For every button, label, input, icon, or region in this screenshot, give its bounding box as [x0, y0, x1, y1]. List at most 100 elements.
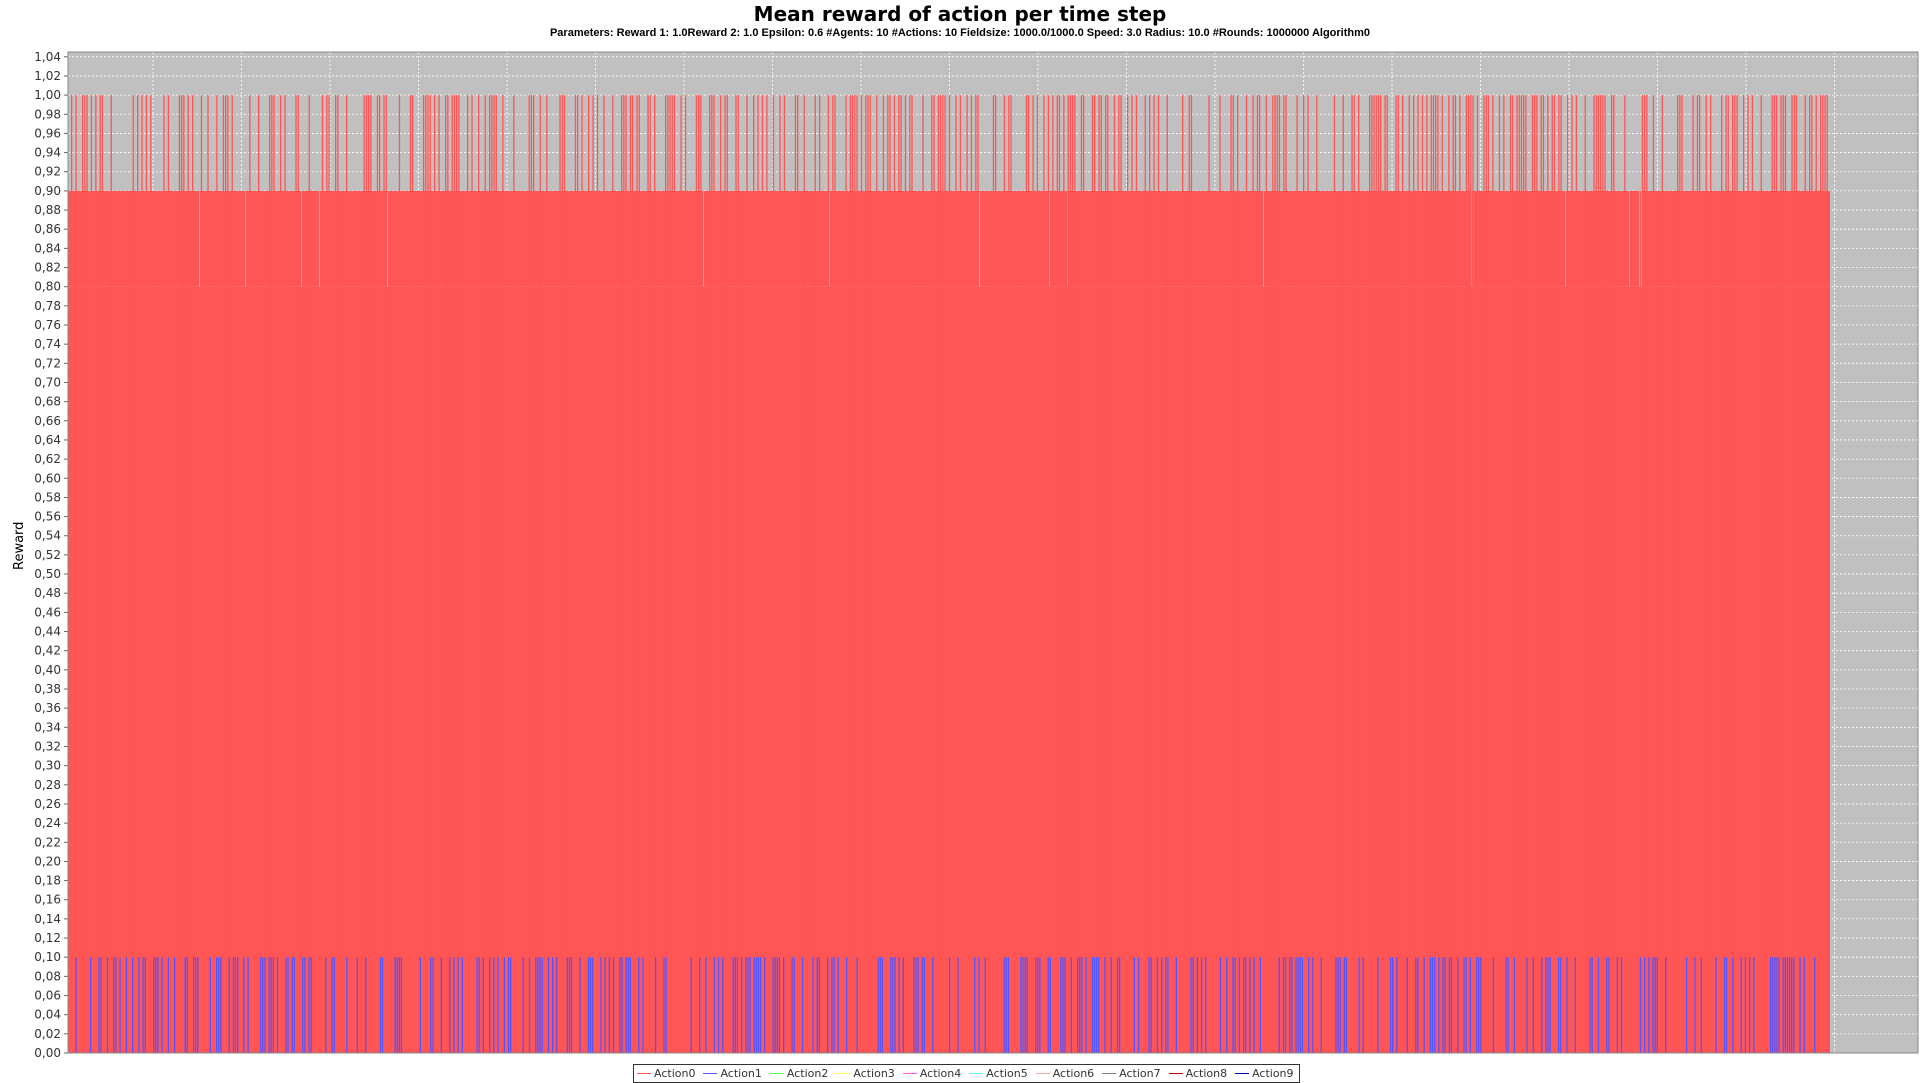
action1-bar — [1312, 957, 1314, 1053]
y-tick-label: 0,66 — [34, 414, 61, 428]
action0-bar — [82, 95, 84, 1053]
action0-bar — [1127, 95, 1129, 1053]
action0-bar — [471, 95, 473, 1053]
action0-bar — [667, 95, 669, 1053]
action0-bar — [1762, 957, 1765, 1053]
action1-bar — [1715, 957, 1717, 1053]
action0-bar — [632, 95, 634, 1053]
action0-bar — [1278, 95, 1281, 1053]
action0-bar — [1188, 95, 1190, 1053]
action0-bar — [1487, 95, 1490, 1053]
action0-bar — [1198, 957, 1201, 1053]
action0-bar — [803, 95, 805, 1053]
action1-bar — [1392, 957, 1394, 1053]
action0-bar — [1584, 95, 1586, 1053]
action0-bar — [834, 95, 836, 1053]
action0-gap — [319, 190, 320, 287]
action1-bar — [453, 957, 455, 1053]
y-tick-label: 1,04 — [34, 50, 61, 64]
action1-bar — [1156, 957, 1159, 1053]
action0-bar — [1254, 957, 1257, 1053]
action1-bar — [1591, 957, 1593, 1053]
action0-bar — [1373, 95, 1375, 1053]
action1-bar — [1345, 957, 1348, 1053]
y-tick-label: 0,10 — [34, 950, 61, 964]
action1-bar — [232, 957, 235, 1053]
action1-bar — [489, 957, 491, 1053]
action0-bar — [625, 95, 627, 1053]
action1-bar — [1417, 957, 1419, 1053]
action1-bar — [921, 957, 923, 1053]
action0-bar — [1509, 95, 1512, 1053]
action0-bar — [698, 95, 700, 1053]
action0-bar — [525, 957, 527, 1053]
action1-bar — [1648, 957, 1650, 1053]
action0-bar — [1575, 95, 1578, 1053]
y-tick-label: 0,98 — [34, 107, 61, 121]
action1-bar — [260, 957, 262, 1053]
action1-bar — [1547, 957, 1549, 1053]
action1-bar — [522, 957, 524, 1053]
action1-bar — [984, 957, 986, 1053]
action0-bar — [1602, 95, 1604, 1053]
action0-bar — [647, 95, 649, 1053]
action1-bar — [948, 957, 951, 1053]
y-tick-label: 0,70 — [34, 375, 61, 389]
action0-bar — [225, 95, 227, 1053]
action0-bar — [1525, 957, 1527, 1053]
action0-bar — [1248, 957, 1250, 1053]
action0-bar — [546, 95, 548, 1053]
y-tick-label: 0,76 — [34, 318, 61, 332]
action0-bar — [365, 95, 368, 1053]
action1-bar — [1639, 957, 1642, 1053]
action0-bar — [1600, 95, 1602, 1053]
action1-bar — [1190, 957, 1192, 1053]
action0-bar — [227, 95, 229, 1053]
y-tick-label: 0,20 — [34, 854, 61, 868]
action0-bar — [733, 957, 735, 1053]
legend-swatch — [1168, 1073, 1183, 1074]
action1-bar — [755, 957, 757, 1053]
action1-bar — [287, 957, 289, 1053]
action1-bar — [400, 957, 403, 1053]
action0-bar — [249, 95, 251, 1053]
action0-bar — [1221, 957, 1224, 1053]
action0-bar — [1826, 95, 1828, 1053]
action0-bar — [346, 95, 348, 1053]
action1-bar — [1093, 957, 1096, 1053]
action0-bar — [1773, 95, 1776, 1053]
action1-bar — [161, 957, 163, 1053]
action1-bar — [1744, 957, 1747, 1053]
action0-bar — [746, 95, 748, 1053]
action1-bar — [1505, 957, 1507, 1053]
action0-bar — [231, 95, 233, 1053]
action0-bar — [1380, 95, 1382, 1053]
legend: Action0 Action1 Action2 Action3 Action4 Actio… — [633, 1064, 1300, 1083]
action1-bar — [1165, 957, 1167, 1053]
action1-bar — [892, 957, 894, 1053]
action1-bar — [1219, 957, 1222, 1053]
action1-bar — [1396, 957, 1398, 1053]
action1-bar — [507, 957, 510, 1053]
action1-bar — [1249, 957, 1251, 1053]
action0-bar — [1074, 95, 1076, 1053]
action0-bar — [1080, 95, 1083, 1053]
action0-bar — [86, 95, 88, 1053]
y-tick-label: 0,68 — [34, 395, 61, 409]
action1-bar — [621, 957, 623, 1053]
action0-bar — [508, 957, 511, 1053]
action0-bar — [1100, 95, 1102, 1053]
action0-bar — [314, 957, 316, 1053]
action1-bar — [772, 957, 774, 1053]
action0-bar — [132, 95, 134, 1053]
action1-bar — [1133, 957, 1135, 1053]
legend-label: Action9 — [1252, 1067, 1294, 1080]
action1-bar — [1513, 957, 1516, 1053]
action0-bar — [427, 95, 429, 1053]
action1-bar — [753, 957, 755, 1053]
action0-bar — [1597, 95, 1600, 1053]
action1-bar — [923, 957, 925, 1053]
action1-bar — [1007, 957, 1009, 1053]
action0-bar — [502, 95, 504, 1053]
action0-bar — [1342, 95, 1344, 1053]
